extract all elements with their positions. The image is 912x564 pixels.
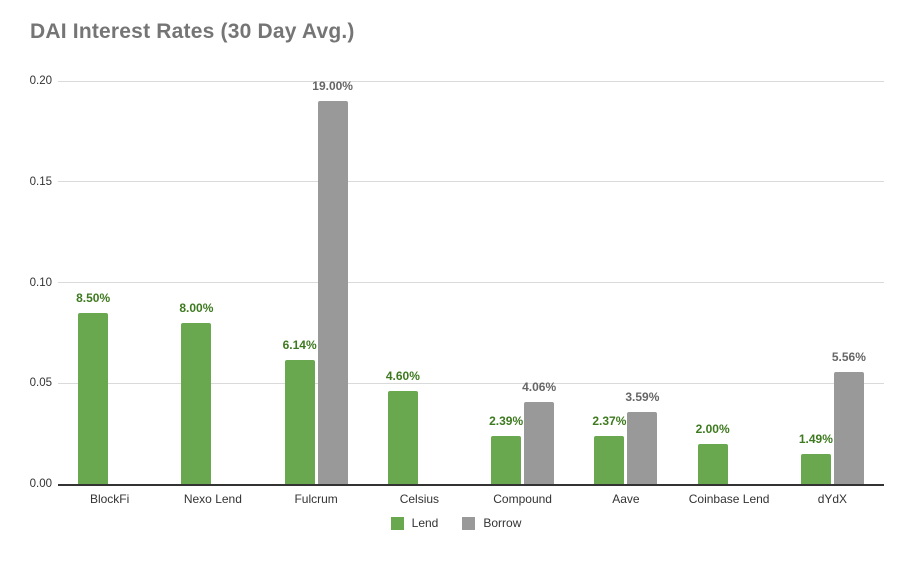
y-axis-tick-label: 0.10 xyxy=(29,276,52,289)
x-axis-category-label-celsius: Celsius xyxy=(399,492,440,506)
y-axis-tick-label: 0.00 xyxy=(29,478,52,490)
legend-swatch-lend xyxy=(390,516,404,530)
category-group-celsius: 4.60% xyxy=(368,81,471,484)
bar-value-label-lend-compound: 2.39% xyxy=(489,413,524,428)
category-group-nexo-lend: 8.00% xyxy=(161,81,264,484)
bars-layer: 8.50% 8.00% 6.14% 19.00% 4.60% 2.39% 4.06% 2.37… xyxy=(58,79,884,484)
bar-lend-dydx xyxy=(800,453,831,484)
y-axis-tick-label: 0.15 xyxy=(29,175,52,188)
bar-value-label-lend-nexo-lend: 8.00% xyxy=(179,300,214,315)
category-group-coinbase-lend: 2.00% xyxy=(678,81,781,484)
x-axis-category-label-fulcrum: Fulcrum xyxy=(294,492,338,506)
bar-borrow-dydx xyxy=(833,371,864,484)
bar-borrow-compound xyxy=(524,402,555,484)
legend-label-lend: Lend xyxy=(411,516,439,530)
bar-value-label-lend-blockfi: 8.50% xyxy=(76,290,111,305)
bar-value-label-lend-aave: 2.37% xyxy=(592,414,627,429)
legend-label-borrow: Borrow xyxy=(483,516,522,530)
x-axis-category-label-dydx: dYdX xyxy=(817,492,848,506)
chart-title: DAI Interest Rates (30 Day Avg.) xyxy=(30,20,355,43)
gridline-0.15 xyxy=(58,181,884,183)
y-axis-tick-label: 0.05 xyxy=(29,377,52,390)
bar-value-label-borrow-fulcrum: 19.00% xyxy=(312,79,353,94)
legend-item-lend: Lend xyxy=(390,516,439,530)
bar-value-label-lend-fulcrum: 6.14% xyxy=(282,338,317,353)
x-axis-category-label-blockfi: BlockFi xyxy=(89,492,130,506)
bar-value-label-lend-celsius: 4.60% xyxy=(385,369,420,384)
legend: Lend Borrow xyxy=(0,516,912,530)
bar-value-label-borrow-compound: 4.06% xyxy=(522,380,557,395)
bar-lend-celsius xyxy=(387,391,418,484)
bar-lend-coinbase-lend xyxy=(697,443,728,484)
bar-lend-aave xyxy=(594,436,625,484)
bar-lend-blockfi xyxy=(78,312,109,484)
category-group-dydx: 1.49% 5.56% xyxy=(781,81,884,484)
gridline-0.20 xyxy=(58,80,884,82)
bar-lend-fulcrum xyxy=(284,360,315,484)
y-axis-tick-label: 0.20 xyxy=(29,75,52,87)
gridline-0.05 xyxy=(58,382,884,384)
bar-value-label-borrow-dydx: 5.56% xyxy=(831,349,866,364)
bar-value-label-lend-coinbase-lend: 2.00% xyxy=(695,421,730,436)
gridline-0.10 xyxy=(58,282,884,283)
bar-lend-compound xyxy=(491,435,522,484)
bar-value-label-lend-dydx: 1.49% xyxy=(798,431,833,446)
x-axis-category-label-coinbase-lend: Coinbase Lend xyxy=(688,492,770,506)
bar-borrow-aave xyxy=(627,411,658,484)
bar-borrow-fulcrum xyxy=(317,101,348,484)
category-group-fulcrum: 6.14% 19.00% xyxy=(265,79,368,484)
legend-swatch-borrow xyxy=(462,516,476,530)
category-group-blockfi: 8.50% xyxy=(58,81,161,484)
bar-lend-nexo-lend xyxy=(181,322,212,484)
x-axis-category-label-compound: Compound xyxy=(493,492,552,506)
plot-area: 8.50% 8.00% 6.14% 19.00% 4.60% 2.39% 4.06% 2.37… xyxy=(58,79,884,486)
x-axis-category-label-nexo-lend: Nexo Lend xyxy=(183,492,242,506)
x-axis-category-label-aave: Aave xyxy=(612,492,640,506)
bar-value-label-borrow-aave: 3.59% xyxy=(625,389,660,404)
category-group-aave: 2.37% 3.59% xyxy=(574,81,677,484)
category-group-compound: 2.39% 4.06% xyxy=(471,81,574,484)
legend-item-borrow: Borrow xyxy=(462,516,521,530)
